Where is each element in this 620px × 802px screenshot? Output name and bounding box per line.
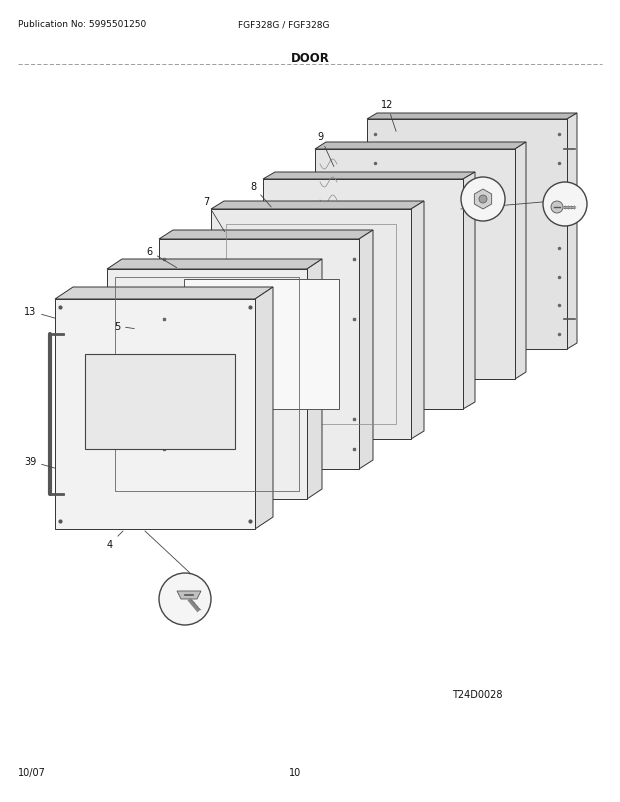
Text: 10: 10 — [289, 767, 301, 777]
Text: 8: 8 — [250, 182, 271, 208]
Text: 5: 5 — [114, 322, 135, 331]
Polygon shape — [263, 172, 475, 180]
Polygon shape — [263, 180, 463, 410]
Polygon shape — [463, 172, 475, 410]
Polygon shape — [211, 202, 424, 210]
Polygon shape — [211, 210, 411, 439]
Text: 12: 12 — [381, 100, 396, 132]
Circle shape — [551, 202, 563, 214]
Text: 60B: 60B — [174, 606, 192, 614]
Circle shape — [543, 183, 587, 227]
Circle shape — [479, 196, 487, 204]
Text: eReplacementParts.com: eReplacementParts.com — [245, 417, 355, 442]
Polygon shape — [55, 288, 273, 300]
Text: DOOR: DOOR — [291, 52, 329, 65]
Polygon shape — [367, 119, 567, 350]
Polygon shape — [359, 231, 373, 469]
Polygon shape — [315, 150, 515, 379]
Polygon shape — [567, 114, 577, 350]
Polygon shape — [255, 288, 273, 529]
Polygon shape — [515, 143, 526, 379]
Polygon shape — [85, 354, 235, 449]
Polygon shape — [315, 143, 526, 150]
Polygon shape — [55, 300, 255, 529]
Text: 13: 13 — [24, 306, 55, 319]
Text: 6: 6 — [146, 247, 177, 268]
Text: 10B: 10B — [476, 188, 494, 196]
Text: FGF328G / FGF328G: FGF328G / FGF328G — [238, 20, 329, 29]
Text: 4: 4 — [107, 531, 123, 549]
Polygon shape — [411, 202, 424, 439]
Polygon shape — [184, 280, 339, 410]
Circle shape — [159, 573, 211, 626]
Polygon shape — [107, 260, 322, 269]
Polygon shape — [107, 269, 307, 500]
Text: 10/07: 10/07 — [18, 767, 46, 777]
Text: 7: 7 — [203, 196, 224, 233]
Polygon shape — [159, 240, 359, 469]
Polygon shape — [177, 591, 201, 599]
Text: T24D0028: T24D0028 — [452, 689, 502, 699]
Polygon shape — [367, 114, 577, 119]
Text: 10: 10 — [560, 188, 572, 198]
Text: Publication No: 5995501250: Publication No: 5995501250 — [18, 20, 146, 29]
Text: 9: 9 — [317, 132, 334, 168]
Circle shape — [461, 178, 505, 221]
Text: 39: 39 — [24, 456, 55, 468]
Polygon shape — [307, 260, 322, 500]
Polygon shape — [474, 190, 492, 210]
Polygon shape — [159, 231, 373, 240]
